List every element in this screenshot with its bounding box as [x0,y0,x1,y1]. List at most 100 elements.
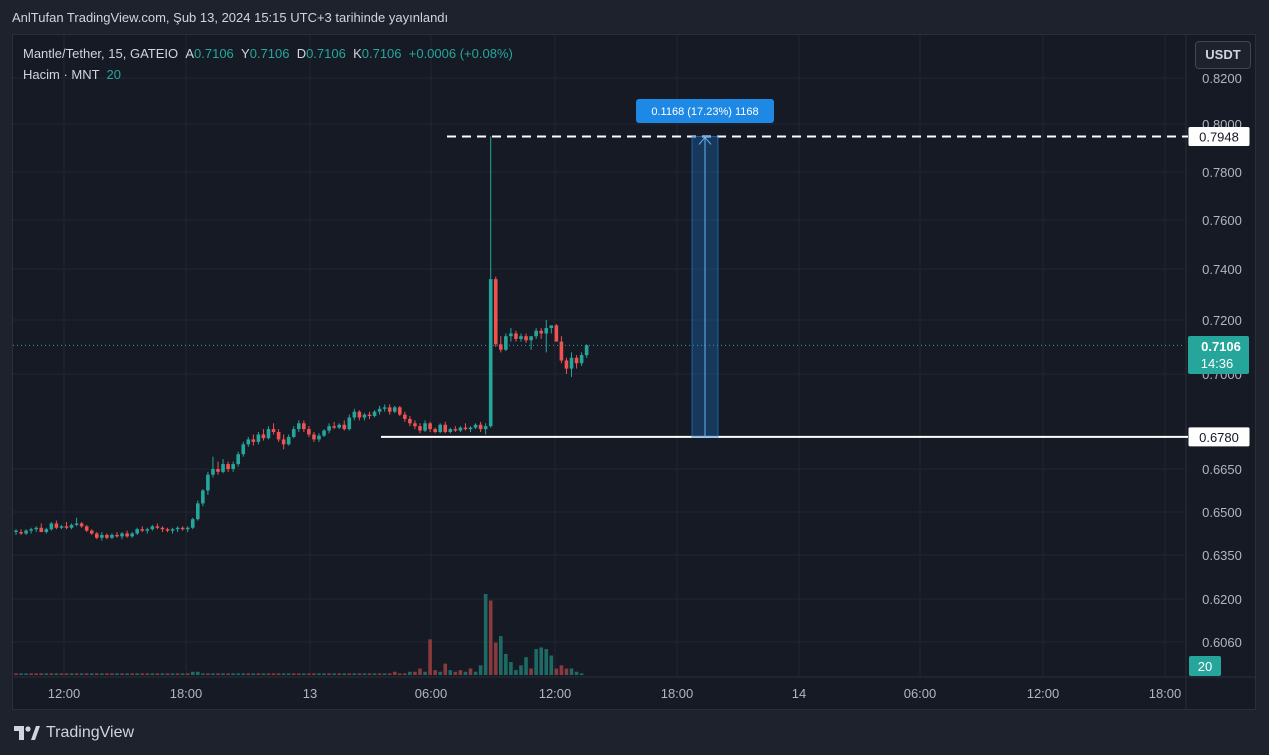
volume-value: 20 [106,67,122,82]
tradingview-logo-icon [14,726,40,740]
time-axis[interactable]: 12:00 18:00 13 06:00 12:00 18:00 14 06:00 12:00 1… [48,686,1182,701]
candle-body [281,439,286,445]
volume-bar [428,639,432,675]
volume-bar [110,673,114,675]
candle-body [276,432,281,440]
candle-body [483,426,488,430]
volume-legend: Hacim · MNT 20 [23,67,121,82]
time-tick-label: 13 [303,686,317,701]
candle-body [428,423,432,430]
ohlc-legend: Mantle/Tether, 15, GATEIO A0.7106 Y0.710… [23,46,513,61]
volume-bar [493,642,498,675]
candle-body [488,279,493,427]
candle-body [14,530,18,533]
volume-badge-label: 20 [1198,659,1212,674]
tradingview-logo[interactable]: TradingView [14,724,134,742]
time-tick-label: 06:00 [415,686,448,701]
candle-body [403,414,407,419]
volume-bar [433,670,437,675]
candle-body [579,355,584,364]
volume-bar [362,673,367,675]
volume-bar [74,673,79,675]
volume-bar [130,673,134,675]
candle-body [95,533,99,538]
volume-bar [49,673,54,675]
volume-bar [14,673,18,675]
candle-body [69,524,74,528]
volume-label[interactable]: Hacim · MNT [23,67,100,82]
volume-bar [423,671,427,675]
candle-body [312,434,316,440]
volume-bar [180,673,185,675]
time-tick-label: 14 [792,686,806,701]
volume-bar [170,673,175,675]
candle-body [211,469,215,475]
candle-body [534,330,538,337]
volume-bar [100,673,104,675]
price-tick-label: 0.6200 [1202,592,1242,607]
candle-body [433,429,437,432]
volume-bar [145,673,150,675]
time-tick-label: 18:00 [1149,686,1182,701]
volume-bar [105,673,109,675]
candle-body [180,527,185,530]
candlesticks [14,136,589,541]
volume-bar [236,673,240,675]
candle-body [493,279,498,345]
volume-bar [574,671,579,675]
volume-bar [246,673,251,675]
close-value: 0.7106 [361,46,402,61]
candle-body [175,527,180,530]
volume-bar [443,663,448,675]
volume-bar [276,673,281,675]
candle-body [84,526,89,531]
volume-bar [79,673,84,675]
candle-body [196,503,200,520]
volume-bar [337,673,341,675]
price-tick-label: 0.7400 [1202,262,1242,277]
volume-bar [39,673,44,675]
candle-body [125,533,129,537]
candle-body [382,407,387,409]
volume-bar [438,671,442,675]
volume-bar [448,670,453,675]
candle-body [408,418,412,424]
candle-body [105,534,109,538]
candle-body [423,423,427,431]
candle-body [443,424,448,432]
candle-body [342,424,347,430]
volume-badge-box [1189,656,1221,676]
volume-bar [569,668,574,675]
candle-body [327,426,331,431]
volume-bar [251,673,256,675]
volume-bar [120,673,124,675]
time-tick-label: 06:00 [904,686,937,701]
symbol-label[interactable]: Mantle/Tether, 15, GATEIO [23,46,179,61]
volume-bar [342,673,347,675]
candle-body [59,526,64,528]
currency-button[interactable]: USDT [1195,41,1251,69]
low-value: 0.7106 [306,46,346,61]
volume-bar [524,657,528,675]
volume-bar [206,673,210,675]
chart-panel[interactable] [12,34,1256,710]
volume-bar [483,594,488,675]
volume-bar [534,649,538,675]
candle-body [317,435,321,440]
candle-body [473,424,478,428]
measure-label-box [636,99,774,123]
candle-body [574,357,579,364]
volume-bar [59,673,64,675]
candle-body [362,414,367,418]
candle-body [337,424,341,428]
candle-body [115,534,119,537]
volume-bar [418,668,422,675]
candle-body [251,439,256,442]
volume-bar [231,673,235,675]
candle-body [206,474,210,491]
candle-body [438,424,442,432]
candle-body [564,360,569,369]
candle-body [24,530,28,534]
high-badge-box [1188,126,1250,146]
